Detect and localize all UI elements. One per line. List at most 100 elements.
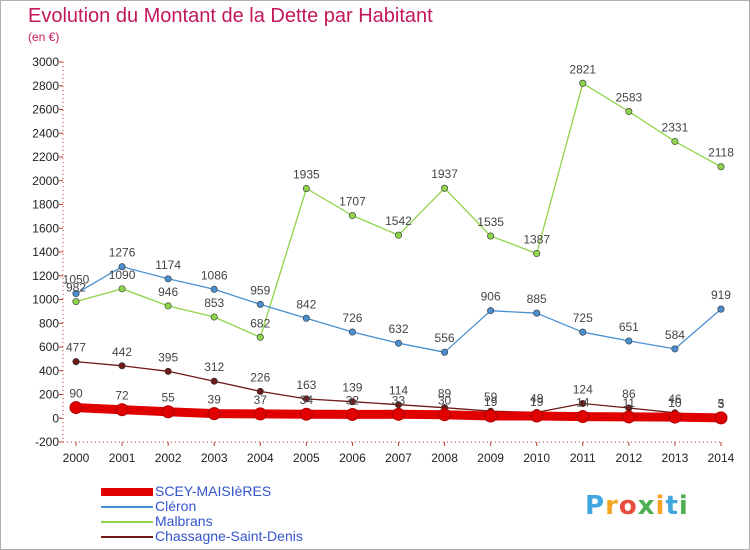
series-point [72, 358, 80, 366]
series-point [161, 405, 175, 419]
legend-label: Chassagne-Saint-Denis [155, 528, 303, 544]
data-label: 86 [622, 387, 636, 401]
data-label: 1535 [477, 215, 504, 229]
data-label: 55 [161, 391, 175, 405]
series-point [533, 309, 541, 317]
legend-swatch [101, 506, 153, 508]
data-label: 1937 [431, 167, 458, 181]
data-label: 19 [484, 395, 498, 409]
x-tick-label: 2012 [615, 451, 642, 465]
data-label: 682 [250, 316, 270, 330]
data-label: 726 [342, 311, 362, 325]
series-line [75, 266, 722, 353]
data-label: 124 [573, 383, 593, 397]
legend-swatch [101, 521, 153, 523]
data-label: 226 [250, 370, 270, 384]
series-point [345, 407, 359, 421]
data-label: 584 [665, 328, 685, 342]
y-tick-label: 1000 [32, 293, 59, 307]
y-tick-label: 800 [39, 316, 59, 330]
data-label: 1174 [155, 258, 181, 272]
data-label: 37 [254, 393, 268, 407]
series-point [69, 401, 83, 415]
data-label: 46 [668, 392, 682, 406]
x-tick-label: 2001 [109, 451, 136, 465]
series-point [394, 339, 402, 347]
series-point [441, 184, 449, 192]
legend-swatch [101, 488, 153, 496]
data-label: 59 [484, 390, 498, 404]
series-point [441, 348, 449, 356]
series-point [394, 231, 402, 239]
series-point [118, 285, 126, 293]
series-point [348, 398, 356, 406]
series-point [487, 307, 495, 315]
x-tick-label: 2007 [385, 451, 412, 465]
logo-letter: r [605, 491, 619, 521]
y-tick-label: 2400 [32, 126, 59, 140]
series-point [579, 328, 587, 336]
x-tick-label: 2011 [570, 451, 596, 465]
data-label: 312 [204, 360, 224, 374]
y-tick-label: 2200 [32, 150, 59, 164]
logo-letter: P [585, 491, 606, 521]
series-point [72, 290, 80, 298]
data-label: 114 [389, 384, 408, 398]
data-label: 442 [112, 345, 132, 359]
legend-label: SCEY-MAISIèRES [155, 483, 272, 499]
x-tick-label: 2003 [201, 451, 228, 465]
data-label: 959 [250, 283, 270, 297]
series-point [576, 410, 590, 424]
data-label: 477 [66, 341, 86, 355]
y-tick-label: 0 [52, 411, 59, 425]
series-point [118, 263, 126, 271]
series-point [671, 137, 679, 145]
data-label: 1707 [339, 195, 366, 209]
y-tick-label: 400 [39, 364, 59, 378]
data-label: 2118 [708, 146, 734, 160]
data-label: 32 [346, 393, 360, 407]
data-label: 885 [527, 292, 547, 306]
series-point [668, 410, 682, 424]
series-point [714, 411, 728, 425]
series-point [302, 184, 310, 192]
series-point [671, 345, 679, 353]
data-label: 2583 [615, 91, 642, 105]
data-label: 1542 [385, 214, 412, 228]
data-label: 1276 [109, 246, 136, 260]
x-tick-label: 2000 [63, 451, 90, 465]
series-point [115, 403, 129, 417]
series-point [164, 302, 172, 310]
y-tick-label: 2800 [32, 79, 59, 93]
series-point [579, 400, 587, 408]
y-tick-label: 1600 [32, 221, 59, 235]
x-tick-label: 2014 [708, 451, 735, 465]
series-point [717, 163, 725, 171]
y-tick-label: 1400 [32, 245, 59, 259]
data-label: 19 [530, 395, 544, 409]
series-point [530, 409, 544, 423]
data-label: 632 [388, 322, 408, 336]
proxiti-logo: Proxiti [585, 491, 689, 521]
data-label: 39 [208, 393, 222, 407]
chart-series [69, 79, 728, 425]
data-label: 395 [158, 350, 178, 364]
series-point [118, 362, 126, 370]
x-tick-label: 2010 [523, 451, 550, 465]
data-label: 34 [300, 393, 314, 407]
data-label: 982 [66, 281, 86, 295]
data-label: 556 [435, 331, 455, 345]
data-label: 853 [204, 296, 224, 310]
series-point [210, 313, 218, 321]
data-label: 49 [530, 391, 544, 405]
series-point [438, 408, 452, 422]
series-point [256, 387, 264, 395]
logo-letter: t [665, 491, 679, 521]
logo-letter: o [618, 491, 638, 521]
y-tick-label: 1800 [32, 198, 59, 212]
data-label: 2821 [569, 62, 596, 76]
x-tick-label: 2004 [247, 451, 274, 465]
series-point [533, 250, 541, 258]
series-point [72, 298, 80, 306]
